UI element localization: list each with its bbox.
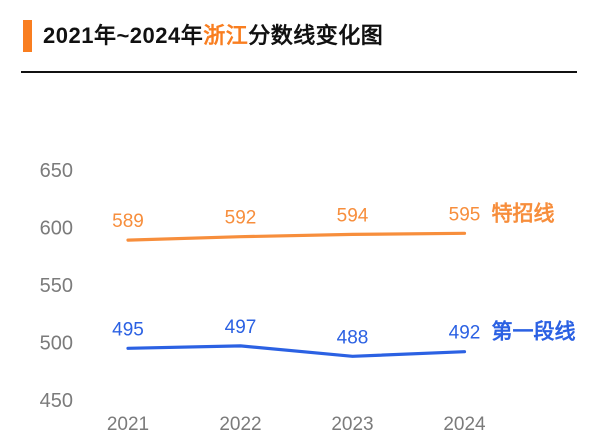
y-axis-tick-label: 500 [40,333,73,355]
series-line-特招线 [126,231,467,242]
data-label: 594 [337,205,369,226]
title-part-years: 2021年~2024年 [43,23,204,48]
title-accent-bar [23,20,32,52]
data-label: 488 [337,327,369,348]
data-label: 495 [112,319,144,340]
x-axis-tick-label: 2024 [443,414,486,435]
title-part-province: 浙江 [203,23,249,48]
header-divider [21,71,577,73]
header: 2021年~2024年浙江分数线变化图 [0,0,600,52]
y-axis-tick-label: 550 [40,275,73,297]
data-label: 492 [449,323,481,344]
series-legend-label: 特招线 [492,201,555,225]
x-axis-tick-label: 2023 [331,414,373,435]
title-part-suffix: 分数线变化图 [248,23,384,48]
data-label: 497 [225,317,257,338]
data-label: 595 [449,204,481,225]
series-line-第一段线 [126,344,467,358]
x-axis-tick-label: 2022 [219,414,261,435]
page-title: 2021年~2024年浙江分数线变化图 [43,21,383,51]
y-axis-tick-label: 600 [40,218,73,240]
y-axis-tick-label: 450 [40,390,73,412]
data-label: 592 [225,208,257,229]
series-legend-label: 第一段线 [492,320,576,344]
x-axis-tick-label: 2021 [107,414,149,435]
data-label: 589 [112,211,144,232]
y-axis-tick-label: 650 [40,160,73,182]
